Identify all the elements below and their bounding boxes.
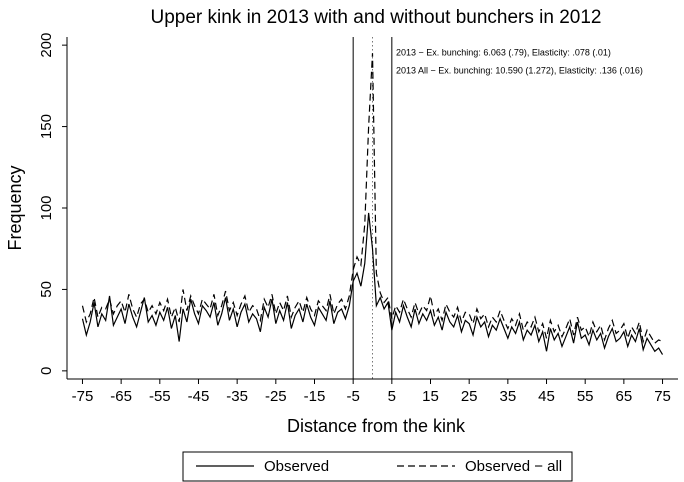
x-tick-label: -15: [304, 388, 326, 405]
y-axis-label: Frequency: [5, 165, 25, 250]
x-tick-label: -35: [226, 388, 248, 405]
y-tick-label: 200: [38, 33, 55, 58]
legend-label: Observed − all: [465, 458, 562, 475]
x-tick-label: -5: [346, 388, 359, 405]
chart-title: Upper kink in 2013 with and without bunc…: [150, 7, 601, 28]
x-axis-label: Distance from the kink: [287, 416, 466, 436]
x-tick-label: 15: [422, 388, 439, 405]
y-tick-label: 100: [38, 195, 55, 220]
x-tick-label: 65: [616, 388, 633, 405]
x-tick-label: -25: [265, 388, 287, 405]
x-tick-label: 25: [461, 388, 478, 405]
legend-box: [182, 451, 573, 482]
x-tick-label: 5: [388, 388, 396, 405]
x-tick-label: -65: [110, 388, 132, 405]
y-tick-label: 0: [38, 367, 55, 375]
x-tick-label: -55: [149, 388, 171, 405]
data-line: [81, 53, 663, 345]
data-line: [81, 212, 664, 355]
legend-label: Observed: [264, 458, 329, 475]
x-tick-label: 35: [500, 388, 517, 405]
annotation: 2013 All − Ex. bunching: 10.590 (1.272),…: [396, 65, 643, 75]
y-tick-label: 150: [38, 114, 55, 139]
y-tick-label: 50: [38, 281, 55, 298]
annotation: 2013 − Ex. bunching: 6.063 (.79), Elasti…: [396, 47, 611, 57]
x-tick-label: -75: [72, 388, 94, 405]
x-tick-label: 55: [577, 388, 594, 405]
x-tick-label: -45: [188, 388, 210, 405]
x-tick-label: 45: [538, 388, 555, 405]
x-tick-label: 75: [654, 388, 671, 405]
